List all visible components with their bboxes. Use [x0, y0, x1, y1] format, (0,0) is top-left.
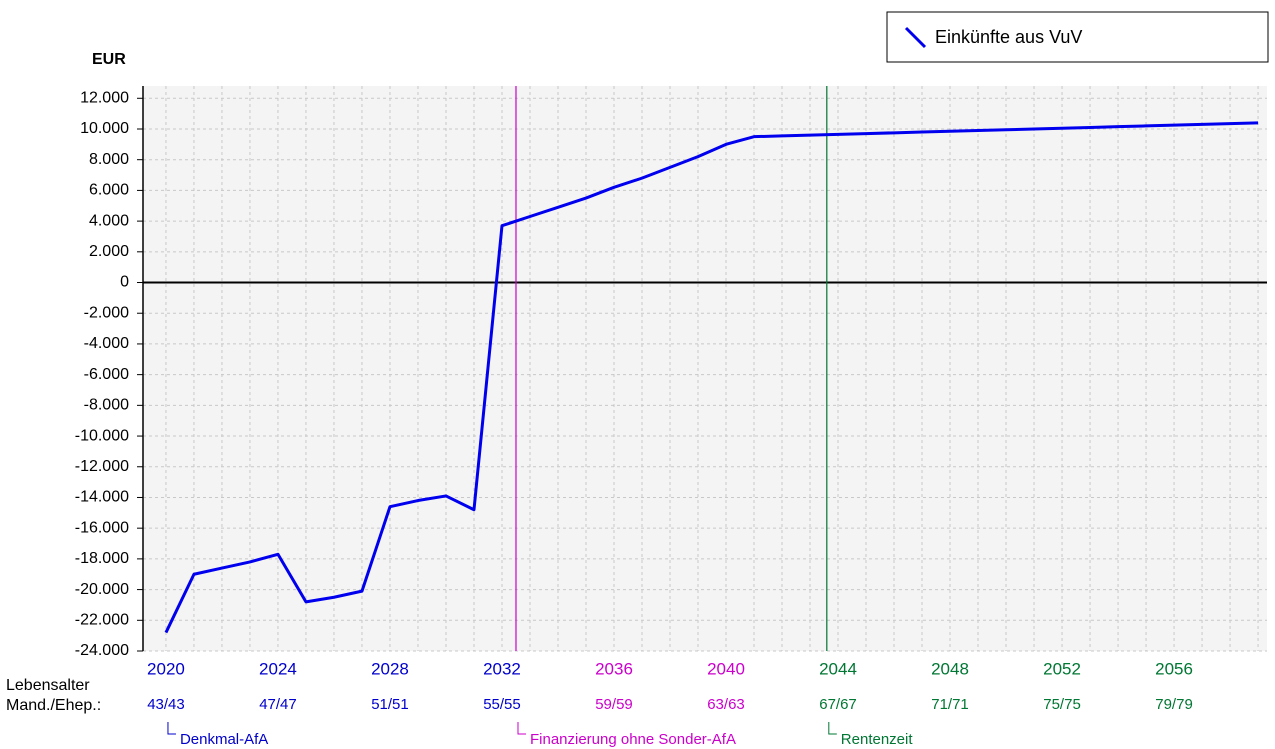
age-label: 67/67 — [819, 696, 857, 713]
y-tick-label: 6.000 — [89, 182, 129, 199]
x-tick-label: 2036 — [595, 659, 633, 678]
marker-label: Denkmal-AfA — [180, 731, 268, 748]
marker-label: Finanzierung ohne Sonder-AfA — [530, 731, 736, 748]
y-tick-label: 0 — [120, 274, 129, 291]
y-tick-label: -12.000 — [75, 458, 129, 475]
x-tick-label: 2032 — [483, 659, 521, 678]
y-tick-label: -20.000 — [75, 581, 129, 598]
y-tick-label: -24.000 — [75, 642, 129, 659]
y-tick-label: -10.000 — [75, 427, 129, 444]
age-label: 79/79 — [1155, 696, 1193, 713]
age-label: 63/63 — [707, 696, 745, 713]
legend-box — [886, 11, 1269, 63]
marker-corner — [517, 722, 526, 735]
y-tick-label: -22.000 — [75, 612, 129, 629]
marker-corner — [167, 722, 176, 735]
y-tick-label: 12.000 — [80, 90, 129, 107]
y-tick-label: 8.000 — [89, 151, 129, 168]
y-tick-label: 2.000 — [89, 243, 129, 260]
marker-label: Rentenzeit — [841, 731, 914, 748]
y-tick-label: -18.000 — [75, 550, 129, 567]
age-subtitle: Mand./Ehep.: — [6, 697, 101, 714]
legend-icon — [904, 26, 927, 49]
age-label: 71/71 — [931, 696, 969, 713]
age-label: 47/47 — [259, 696, 297, 713]
age-label: 55/55 — [483, 696, 521, 713]
x-tick-label: 2056 — [1155, 659, 1193, 678]
y-tick-label: -2.000 — [84, 304, 129, 321]
y-tick-label: -8.000 — [84, 397, 129, 414]
marker-corner — [828, 722, 837, 735]
age-label: 75/75 — [1043, 696, 1081, 713]
x-tick-label: 2044 — [819, 659, 857, 678]
x-tick-label: 2028 — [371, 659, 409, 678]
age-title: Lebensalter — [6, 677, 90, 694]
plot-area — [143, 86, 1267, 651]
y-tick-label: 10.000 — [80, 120, 129, 137]
series-line — [164, 121, 1259, 634]
x-tick-label: 2052 — [1043, 659, 1081, 678]
age-label: 51/51 — [371, 696, 409, 713]
x-tick-label: 2020 — [147, 659, 185, 678]
age-label: 43/43 — [147, 696, 185, 713]
x-tick-label: 2048 — [931, 659, 969, 678]
y-tick-label: -16.000 — [75, 519, 129, 536]
y-unit: EUR — [92, 51, 126, 68]
x-tick-label: 2024 — [259, 659, 297, 678]
legend: Einkünfte aus VuV — [886, 11, 1269, 63]
y-tick-label: -6.000 — [84, 366, 129, 383]
y-tick-label: 4.000 — [89, 212, 129, 229]
y-tick-label: -4.000 — [84, 335, 129, 352]
legend-label: Einkünfte aus VuV — [935, 27, 1082, 47]
y-tick-label: -14.000 — [75, 489, 129, 506]
age-label: 59/59 — [595, 696, 633, 713]
x-tick-label: 2040 — [707, 659, 745, 678]
